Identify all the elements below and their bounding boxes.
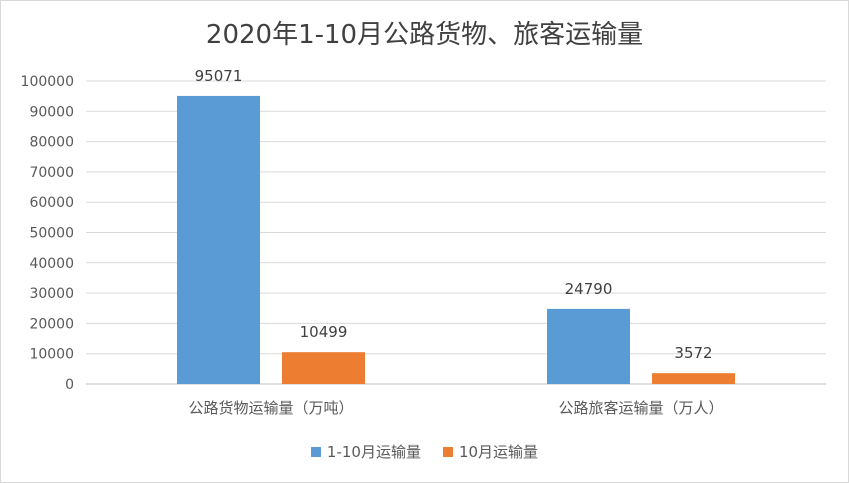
bar (652, 373, 735, 384)
data-label: 3572 (674, 344, 712, 362)
bar (282, 352, 365, 384)
y-tick-label: 30000 (29, 286, 74, 302)
y-tick-label: 60000 (29, 195, 74, 211)
bar (177, 95, 260, 384)
category-label: 公路旅客运输量（万人） (558, 399, 723, 417)
chart-title: 2020年1-10月公路货物、旅客运输量 (205, 20, 644, 50)
y-tick-label: 10000 (29, 347, 74, 363)
category-label: 公路货物运输量（万吨） (188, 399, 353, 417)
bar (547, 308, 630, 384)
legend-item: 1-10月运输量 (310, 441, 421, 462)
legend-label: 1-10月运输量 (326, 443, 421, 461)
y-tick-label: 50000 (29, 226, 74, 242)
data-label: 95071 (195, 67, 243, 85)
legend-item: 10月运输量 (442, 441, 539, 462)
data-label: 10499 (300, 323, 348, 341)
y-tick-label: 100000 (21, 74, 74, 90)
y-tick-label: 70000 (29, 165, 74, 181)
y-tick-label: 20000 (29, 316, 74, 332)
y-tick-label: 0 (65, 377, 74, 393)
legend: 1-10月运输量 10月运输量 (0, 441, 849, 462)
legend-label: 10月运输量 (458, 443, 539, 461)
y-tick-label: 90000 (29, 104, 74, 120)
y-tick-label: 40000 (29, 256, 74, 272)
legend-swatch (442, 446, 453, 457)
y-tick-label: 80000 (29, 135, 74, 151)
data-label: 24790 (565, 280, 613, 298)
legend-swatch (310, 446, 321, 457)
